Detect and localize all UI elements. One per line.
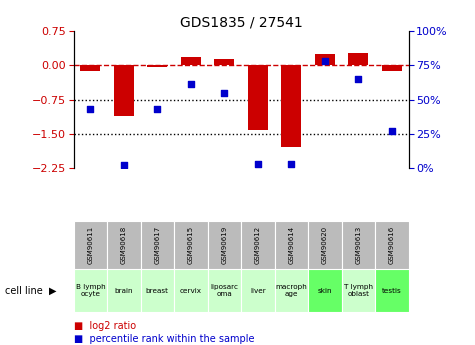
Point [220, 90, 228, 96]
Bar [375, 221, 408, 269]
Bar [208, 221, 241, 269]
Point [321, 58, 329, 64]
Bar [281, 65, 301, 147]
Bar [141, 221, 174, 269]
Text: GSM90612: GSM90612 [255, 226, 261, 264]
Text: T lymph
oblast: T lymph oblast [344, 284, 373, 297]
Point [388, 128, 396, 134]
Text: GSM90613: GSM90613 [355, 226, 361, 264]
Bar [308, 221, 342, 269]
Bar [107, 221, 141, 269]
Text: testis: testis [382, 288, 402, 294]
Text: brain: brain [114, 288, 133, 294]
Bar [248, 65, 268, 130]
Bar [174, 221, 208, 269]
Text: GSM90614: GSM90614 [288, 226, 294, 264]
Title: GDS1835 / 27541: GDS1835 / 27541 [180, 16, 303, 30]
Point [86, 106, 94, 112]
Bar [342, 269, 375, 312]
Text: GSM90611: GSM90611 [87, 226, 94, 264]
Bar [114, 65, 134, 116]
Bar [348, 53, 368, 65]
Text: breast: breast [146, 288, 169, 294]
Bar [74, 221, 107, 269]
Text: GSM90618: GSM90618 [121, 226, 127, 264]
Bar [147, 65, 167, 67]
Text: liposarc
oma: liposarc oma [210, 284, 238, 297]
Bar [181, 57, 201, 65]
Text: GSM90617: GSM90617 [154, 226, 161, 264]
Bar [208, 269, 241, 312]
Bar [74, 269, 107, 312]
Bar [80, 65, 100, 71]
Text: GSM90619: GSM90619 [221, 226, 228, 264]
Bar [342, 221, 375, 269]
Text: ■  log2 ratio: ■ log2 ratio [74, 321, 136, 331]
Bar [174, 269, 208, 312]
Bar [315, 54, 335, 65]
Point [120, 162, 128, 168]
Bar [141, 269, 174, 312]
Bar [275, 221, 308, 269]
Bar [214, 59, 234, 65]
Point [187, 82, 195, 87]
Bar [241, 269, 275, 312]
Bar [308, 269, 342, 312]
Text: cervix: cervix [180, 288, 202, 294]
Bar [241, 221, 275, 269]
Text: skin: skin [317, 288, 332, 294]
Point [254, 161, 262, 167]
Point [287, 161, 295, 167]
Text: GSM90620: GSM90620 [322, 226, 328, 264]
Text: B lymph
ocyte: B lymph ocyte [76, 284, 105, 297]
Text: GSM90616: GSM90616 [389, 226, 395, 264]
Point [354, 76, 362, 82]
Bar [375, 269, 408, 312]
Bar [275, 269, 308, 312]
Text: ■  percentile rank within the sample: ■ percentile rank within the sample [74, 334, 254, 344]
Point [153, 106, 161, 112]
Text: GSM90615: GSM90615 [188, 226, 194, 264]
Text: cell line  ▶: cell line ▶ [5, 286, 56, 296]
Text: liver: liver [250, 288, 266, 294]
Text: macroph
age: macroph age [276, 284, 307, 297]
Bar [107, 269, 141, 312]
Bar [382, 65, 402, 71]
